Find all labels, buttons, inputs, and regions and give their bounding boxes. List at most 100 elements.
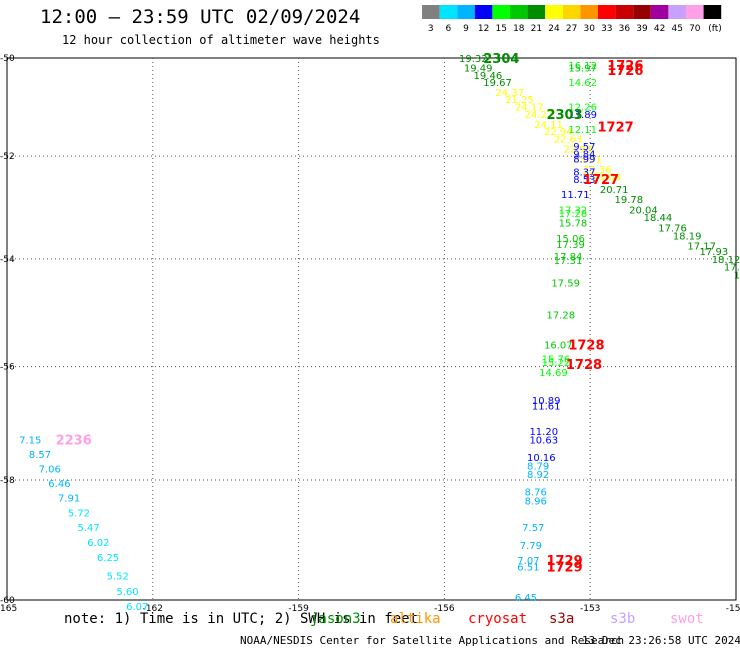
legend-swatch — [510, 5, 528, 19]
wave-height-value: 15.22 — [542, 358, 571, 369]
page-subtitle: 12 hour collection of altimeter wave hei… — [62, 33, 380, 47]
wave-height-value: 6.46 — [48, 479, 70, 490]
wave-height-value: 19.49 — [464, 64, 493, 75]
wave-height-value: 20.71 — [600, 185, 629, 196]
wave-height-value: 11.61 — [532, 402, 561, 413]
wave-height-value: 11.89 — [568, 110, 597, 121]
longitude-label: -153 — [580, 604, 600, 612]
legend-swatch — [580, 5, 598, 19]
wave-height-value: 17.32 — [559, 205, 588, 216]
latitude-label: -50 — [0, 54, 15, 64]
wave-height-value: 20.04 — [629, 205, 658, 216]
pass-time-label: 1728 — [568, 339, 604, 354]
legend-label: 18 — [513, 24, 525, 34]
satellite-jason3: jason3 — [310, 611, 361, 627]
wave-height-value: 18.44 — [644, 213, 673, 224]
pass-time-label: 1726 — [607, 64, 643, 79]
legend-swatch — [650, 5, 669, 19]
wave-height-value: 22.94 — [544, 127, 573, 138]
legend-label: 24 — [548, 24, 560, 34]
wave-height-value: 12.11 — [568, 125, 597, 136]
generated-timestamp: 13 Dec 23:26:58 UTC 2024 — [582, 634, 740, 647]
legend-swatch — [686, 5, 704, 19]
legend-swatch — [598, 5, 616, 19]
footer-note: note: 1) Time is in UTC; 2) SWH is in fe… — [64, 611, 419, 627]
wave-height-value: 17.28 — [546, 311, 575, 322]
wave-height-value: 8.96 — [525, 497, 547, 508]
legend-label: 33 — [601, 24, 612, 34]
wave-height-value: 7.15 — [19, 436, 41, 447]
wave-height-map: -165 -162 -159 -156 -153 -150 -50 -52 -54 -56 -58 -… — [0, 52, 740, 612]
legend-label: 45 — [671, 24, 682, 34]
wave-height-value: 22.63 — [554, 135, 583, 146]
legend-label: 27 — [566, 24, 577, 34]
wave-height-value: 17.93 — [700, 247, 729, 258]
legend-swatch — [668, 5, 686, 19]
satellite-s3b: s3b — [610, 611, 636, 627]
credit-line: NOAA/NESDIS Center for Satellite Applica… — [240, 634, 625, 647]
longitude-label: -159 — [288, 604, 309, 612]
wave-height-value: 23.08 — [593, 172, 622, 183]
wave-height-value: 24.11 — [534, 120, 563, 131]
wave-height-value: 16.59 — [734, 271, 740, 282]
legend-label: 36 — [619, 24, 631, 34]
wave-height-value: 17.76 — [658, 224, 687, 235]
wave-height-value: 7.79 — [520, 541, 542, 552]
wave-height-value: 16.12 — [568, 61, 597, 72]
longitude-label: -156 — [434, 604, 455, 612]
wave-height-value: 23.51 — [573, 155, 602, 166]
page-title: 12:00 — 23:59 UTC 02/09/2024 — [40, 6, 361, 28]
pass-time-label: 1729 — [546, 560, 582, 575]
wave-height-value: 24.27 — [525, 110, 554, 121]
pass-time-label: 1729 — [546, 554, 582, 569]
wave-height-value: 18.19 — [673, 231, 702, 242]
wave-height-value: 6.25 — [97, 553, 119, 564]
wave-height-value: 24.37 — [495, 88, 524, 99]
legend-label: 30 — [583, 24, 595, 34]
legend-label: 21 — [531, 24, 542, 34]
longitude-label: -162 — [143, 604, 163, 612]
wave-height-value: 5.72 — [68, 508, 90, 519]
satellite-legend: jason3 altika cryosat s3a s3b swot — [0, 611, 740, 631]
pass-time-label: 2304 — [483, 52, 519, 67]
satellite-swot: swot — [670, 611, 704, 627]
satellite-s3a: s3a — [549, 611, 575, 627]
wave-height-value: 19.67 — [483, 78, 512, 89]
wave-height-value: 14.62 — [568, 78, 597, 89]
wave-height-value: 7.57 — [522, 523, 544, 534]
wave-height-value: 19.46 — [474, 71, 503, 82]
wave-height-value: 7.91 — [58, 494, 80, 505]
wave-height-value: 8.57 — [29, 450, 51, 461]
wave-height-value: 17.39 — [556, 240, 585, 251]
pass-time-label: 2303 — [546, 108, 582, 123]
wave-height-value: 17.46 — [724, 263, 740, 274]
wave-height-value: 17.28 — [559, 209, 588, 220]
pass-time-label: 2236 — [56, 434, 92, 449]
wave-height-value: 8.37 — [573, 167, 595, 178]
wave-height-value: 17.84 — [554, 252, 583, 263]
wave-height-value: 19.78 — [615, 195, 644, 206]
latitude-label: -56 — [0, 363, 15, 373]
pass-time-label: 1726 — [607, 59, 643, 74]
legend-swatch — [457, 5, 475, 19]
wave-height-value: 7.06 — [39, 464, 61, 475]
pass-time-label: 1727 — [583, 173, 619, 188]
wave-height-value: 8.92 — [527, 470, 549, 481]
wave-height-value: 5.60 — [116, 587, 138, 598]
legend-label: 39 — [636, 24, 648, 34]
wave-height-value: 15.97 — [568, 64, 597, 75]
wave-height-value: 15.06 — [556, 234, 585, 245]
latitude-label: -58 — [0, 476, 15, 486]
latitude-label: -54 — [0, 255, 15, 265]
wave-height-value: 15.76 — [542, 354, 571, 365]
wave-height-value: 10.89 — [532, 396, 561, 407]
wave-height-value: 10.16 — [527, 453, 556, 464]
wave-height-value: 19.32 — [459, 54, 488, 65]
color-legend: 3 6 9 12 15 18 21 24 27 30 33 36 39 42 45 70 (ft) — [422, 5, 722, 34]
legend-label: 42 — [654, 24, 665, 34]
wave-height-value: 9.57 — [573, 142, 595, 153]
legend-label: 9 — [463, 24, 469, 34]
pass-time-label: 1727 — [597, 120, 633, 135]
latitude-label: -52 — [0, 152, 15, 162]
wave-height-value: 14.69 — [539, 368, 568, 379]
